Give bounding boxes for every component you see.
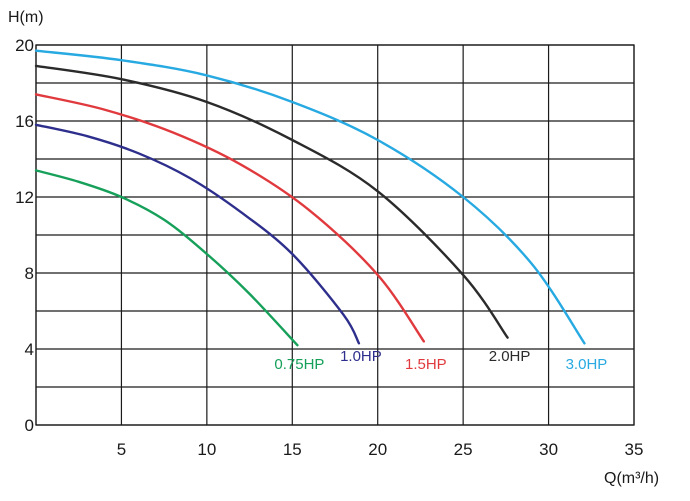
series-label-1-5hp: 1.5HP (405, 356, 447, 373)
y-tick-label: 12 (15, 188, 34, 207)
curve-3-0hp (34, 49, 586, 345)
curve-2-0hp (34, 64, 509, 339)
x-tick-label: 20 (368, 440, 387, 459)
series-label-0-75hp: 0.75HP (274, 356, 324, 373)
chart-curves (34, 49, 586, 347)
curve-0-75hp (34, 169, 299, 347)
y-tick-label: 0 (25, 416, 34, 435)
series-label-2-0hp: 2.0HP (489, 348, 531, 365)
y-tick-label: 4 (25, 340, 34, 359)
x-tick-label: 30 (539, 440, 558, 459)
y-tick-label: 16 (15, 112, 34, 131)
x-tick-label: 25 (454, 440, 473, 459)
curve-1-0hp (34, 123, 361, 345)
y-axis-title: H(m) (8, 9, 44, 26)
curve-1-5hp (34, 93, 426, 343)
x-tick-label: 5 (117, 440, 126, 459)
x-tick-label: 35 (625, 440, 644, 459)
chart-grid (35, 44, 635, 426)
series-label-3-0hp: 3.0HP (566, 356, 608, 373)
series-label-1-0hp: 1.0HP (340, 348, 382, 365)
chart-ticks: 0 4 8 12 16 20 5 10 15 20 25 30 35 (15, 36, 643, 459)
x-axis-title: Q(m³/h) (604, 470, 659, 487)
y-tick-label: 20 (15, 36, 34, 55)
chart-series-labels: 0.75HP 1.0HP 1.5HP 2.0HP 3.0HP (274, 348, 607, 373)
y-tick-label: 8 (25, 264, 34, 283)
x-tick-label: 10 (197, 440, 216, 459)
x-tick-label: 15 (283, 440, 302, 459)
